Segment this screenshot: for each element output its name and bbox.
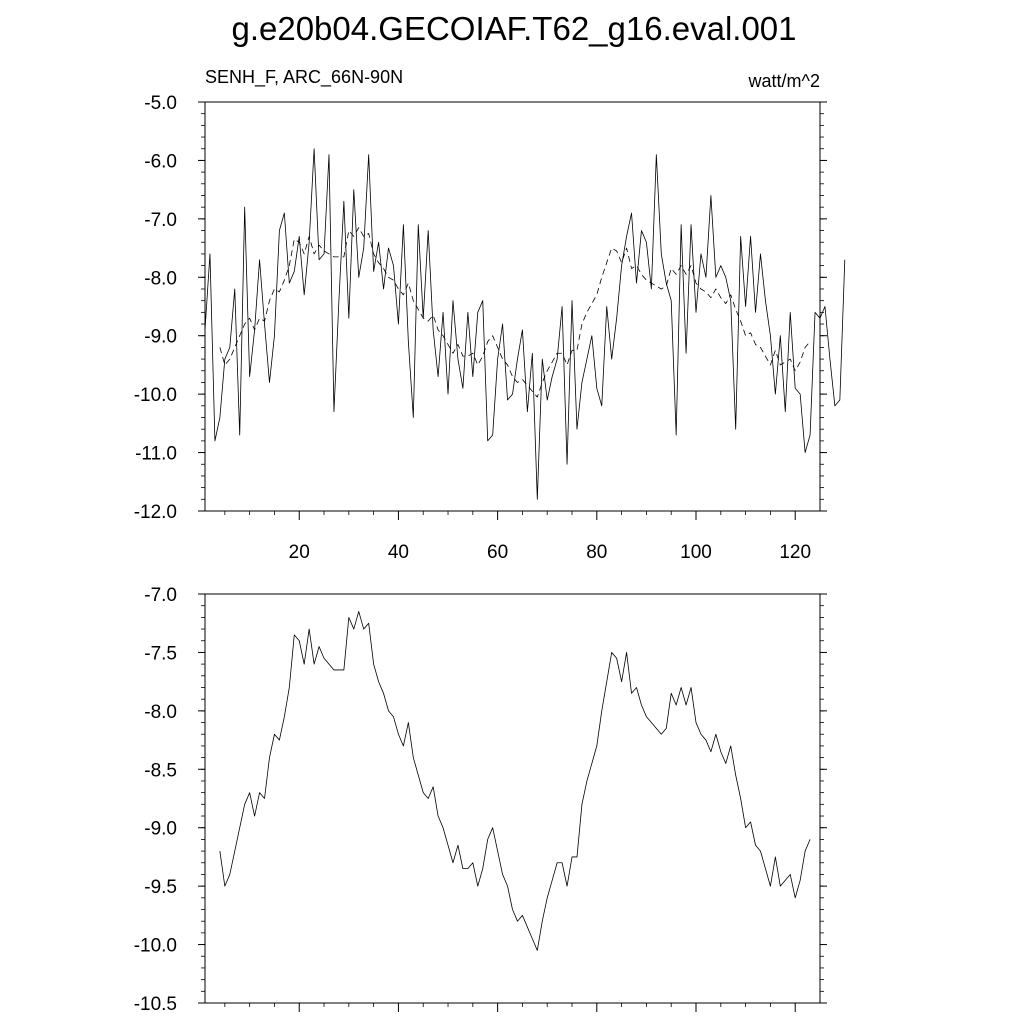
top-y-tick-label: -8.0 xyxy=(144,268,177,289)
bottom-y-tick-label: -10.5 xyxy=(134,994,177,1015)
top-x-tick-label: 100 xyxy=(680,542,712,563)
bottom-y-tick-label: -9.5 xyxy=(144,877,177,898)
top-y-tick-label: -7.0 xyxy=(144,210,177,231)
bottom-series-data-line xyxy=(219,611,811,951)
top-y-tick-label: -5.0 xyxy=(144,93,177,114)
bottom-y-tick-label: -10.0 xyxy=(134,936,177,957)
top-plot-frame xyxy=(204,101,821,512)
top-x-tick-label: 40 xyxy=(388,542,409,563)
bottom-y-tick-label: -7.0 xyxy=(144,585,177,606)
top-x-tick-label: 20 xyxy=(289,542,310,563)
bottom-panel: -10.5 -10.0 -9.5 -9.0 -8.5 -8.0 -7.5 -7.0 xyxy=(134,585,827,1015)
top-panel-units-label: watt/m^2 xyxy=(748,71,820,91)
bottom-plot-frame xyxy=(204,593,821,1004)
bottom-y-tick-label: -8.0 xyxy=(144,702,177,723)
top-series-running-mean-line xyxy=(219,227,811,398)
bottom-y-tick-label: -7.5 xyxy=(144,643,177,664)
top-x-tick-label: 80 xyxy=(586,542,607,563)
bottom-y-tick-label: -8.5 xyxy=(144,760,177,781)
top-panel: SENH_F, ARC_66N-90N watt/m^2 -12.0 -11.0 -… xyxy=(134,67,846,563)
top-series-data-line xyxy=(204,148,846,500)
top-y-tick-label: -9.0 xyxy=(144,327,177,348)
top-y-tick-label: -12.0 xyxy=(134,502,177,523)
top-y-tick-label: -10.0 xyxy=(134,385,177,406)
top-y-tick-label: -11.0 xyxy=(135,444,177,465)
top-x-tick-label: 120 xyxy=(779,542,811,563)
top-panel-left-label: SENH_F, ARC_66N-90N xyxy=(205,67,403,88)
bottom-y-tick-label: -9.0 xyxy=(144,819,177,840)
top-x-tick-label: 60 xyxy=(487,542,508,563)
top-y-tick-label: -6.0 xyxy=(144,151,177,172)
figure-title: g.e20b04.GECOIAF.T62_g16.eval.001 xyxy=(231,10,796,47)
